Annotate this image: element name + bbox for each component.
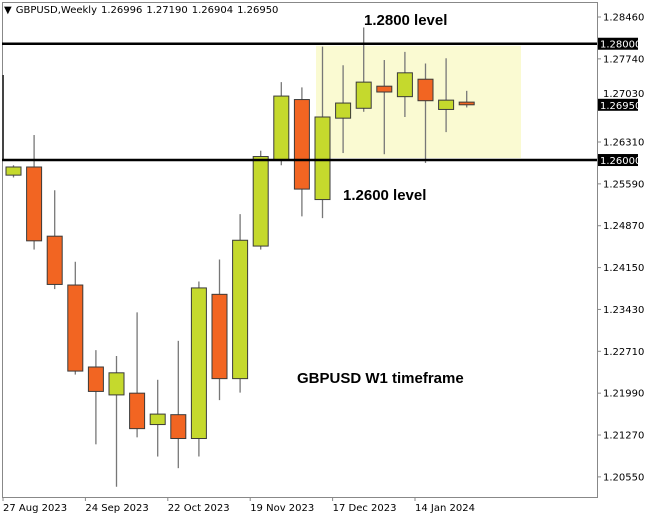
y-tick-label: 1.21990 (603, 389, 644, 400)
candle-bullish (396, 72, 413, 98)
candle-bearish (376, 85, 393, 93)
candle-bearish (46, 235, 63, 285)
symbol-timeframe: GBPUSD,Weekly (15, 5, 97, 16)
y-tick-label: 1.26310 (603, 138, 644, 149)
current-price-box (598, 98, 638, 111)
price-label: 1.26000 (600, 156, 641, 167)
candle-bearish (67, 284, 84, 372)
x-tick-label: 17 Dec 2023 (333, 503, 397, 514)
y-tick-label: 1.24870 (603, 221, 644, 232)
candle-bullish (335, 102, 352, 119)
x-tick-label: 24 Sep 2023 (85, 503, 148, 514)
candle-bearish (26, 166, 43, 242)
x-tick-label: 27 Aug 2023 (3, 503, 67, 514)
x-tick-label: 22 Oct 2023 (168, 503, 230, 514)
y-tick-label: 1.25590 (603, 179, 644, 190)
annotation-lower-level: 1.2600 level (343, 187, 427, 204)
price-label-box (598, 37, 638, 50)
annotation-timeframe: GBPUSD W1 timeframe (297, 370, 464, 387)
plot-frame (2, 2, 598, 498)
candle-bearish (417, 78, 434, 102)
triangle-down-icon[interactable]: ▼ (4, 5, 12, 16)
y-tick-label: 1.28460 (603, 13, 644, 24)
candle-bullish (252, 156, 269, 247)
ohlc-close: 1.26950 (237, 5, 279, 16)
candle-bearish (170, 414, 187, 440)
ohlc-open: 1.26996 (100, 5, 143, 16)
candle-bullish (314, 116, 331, 201)
current-price-label: 1.26950 (600, 101, 641, 112)
x-tick-label: 14 Jan 2024 (415, 503, 475, 514)
candle-bearish (87, 366, 104, 392)
ohlc-high: 1.27190 (146, 5, 188, 16)
y-tick-label: 1.27030 (603, 89, 644, 100)
candle-bullish (438, 99, 455, 110)
candle-bearish (129, 392, 146, 430)
candle-bullish (355, 81, 372, 109)
y-tick-label: 1.24150 (603, 263, 644, 274)
candle-bullish (232, 239, 249, 380)
price-label: 1.28000 (600, 40, 641, 51)
ohlc-low: 1.26904 (191, 5, 234, 16)
candle-bearish (293, 99, 310, 190)
candle-bullish (190, 287, 207, 440)
y-tick-label: 1.22710 (603, 347, 644, 358)
y-tick-label: 1.23430 (603, 305, 644, 316)
candle-bearish (458, 101, 475, 106)
candle-bullish (108, 372, 125, 396)
candle-bullish (5, 166, 22, 176)
x-tick-label: 19 Nov 2023 (250, 503, 314, 514)
y-tick-label: 1.27740 (603, 54, 644, 65)
chart-header: ▼ GBPUSD,Weekly 1.26996 1.27190 1.26904 1.269… (4, 5, 282, 16)
y-tick-label: 1.20550 (603, 472, 644, 483)
range-zone (316, 45, 521, 159)
annotation-upper-level: 1.2800 level (364, 12, 448, 29)
candle-bullish (273, 95, 290, 161)
price-label-box (598, 154, 638, 167)
candle-bullish (149, 413, 166, 426)
candle-bearish (211, 293, 228, 380)
y-tick-label: 1.21270 (603, 431, 644, 442)
